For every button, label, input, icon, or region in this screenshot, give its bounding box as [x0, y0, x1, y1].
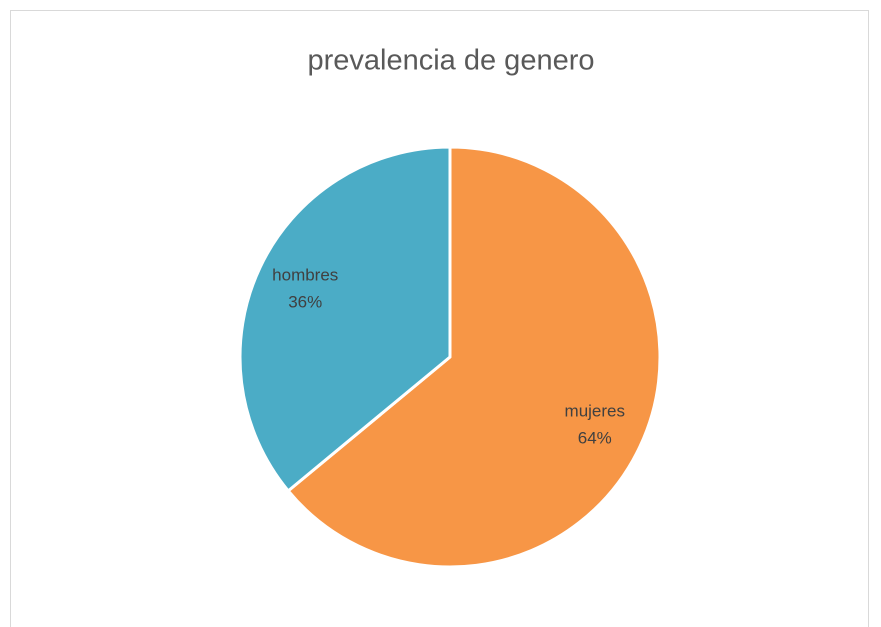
- data-label-name: hombres: [272, 265, 338, 284]
- pie-slice: [286, 145, 662, 569]
- pie-slice: [238, 145, 452, 493]
- data-label-name: mujeres: [565, 402, 625, 421]
- data-label-value: 36%: [288, 292, 322, 311]
- chart-title: prevalencia de genero: [308, 45, 595, 77]
- data-label-value: 64%: [578, 429, 612, 448]
